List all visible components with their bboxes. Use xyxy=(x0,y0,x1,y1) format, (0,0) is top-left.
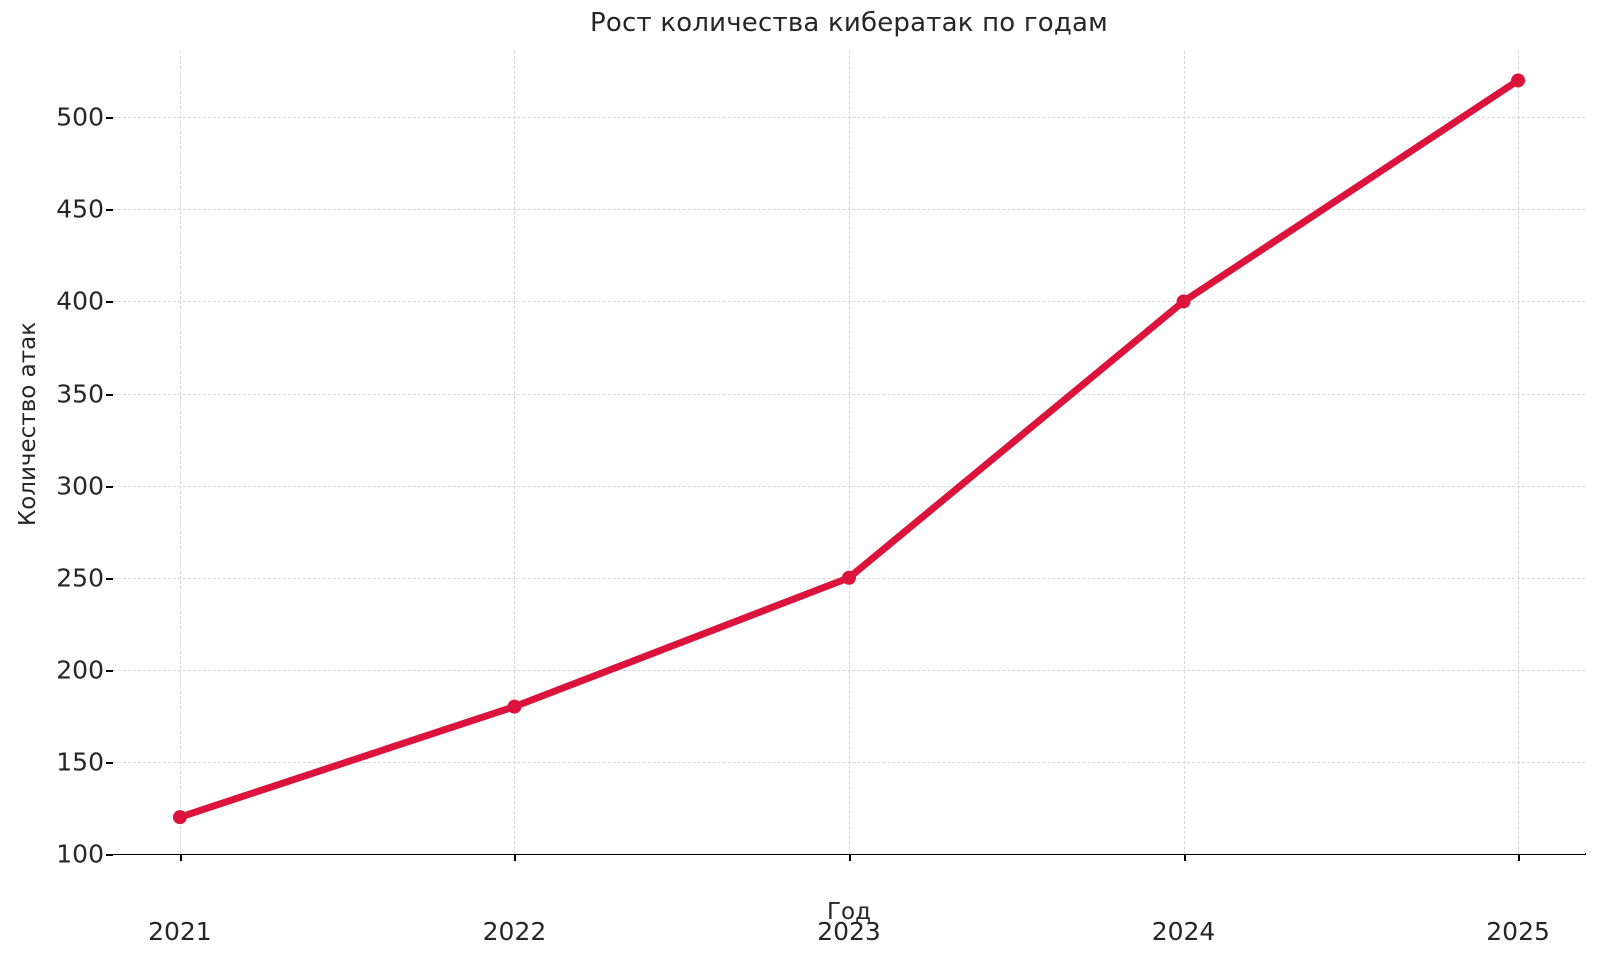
y-tick-mark xyxy=(106,577,113,580)
y-tick-mark xyxy=(106,209,113,212)
x-tick-label: 2024 xyxy=(1151,917,1216,946)
gridline-vertical xyxy=(179,51,181,854)
y-tick-label: 250 xyxy=(56,563,104,593)
y-tick-label: 150 xyxy=(56,747,104,777)
plot-area: 2021 2022 2023 2024 2025 xyxy=(106,51,1585,946)
y-tick-mark xyxy=(106,485,113,488)
gridline-vertical xyxy=(514,51,516,854)
y-tick-mark xyxy=(106,393,113,396)
data-series-line xyxy=(172,73,1526,825)
y-tick-mark xyxy=(106,301,113,304)
gridline-vertical xyxy=(849,51,850,854)
x-tick-mark xyxy=(179,854,182,861)
y-tick-label: 200 xyxy=(56,655,104,685)
x-tick-label: 2023 xyxy=(817,917,881,946)
data-point-marker xyxy=(1176,294,1191,309)
y-axis-tick-labels: 100 150 200 250 300 350 400 450 500 xyxy=(0,51,104,869)
y-tick-mark xyxy=(106,761,113,764)
x-tick-mark xyxy=(514,854,517,861)
x-tick-label: 2021 xyxy=(148,917,212,946)
y-tick-label: 100 xyxy=(56,839,104,869)
x-tick-label: 2022 xyxy=(482,917,547,946)
y-tick-label: 300 xyxy=(56,471,104,501)
x-tick-label: 2025 xyxy=(1486,917,1550,946)
data-point-marker xyxy=(1511,73,1526,88)
y-axis-label: Количество атак xyxy=(15,321,41,527)
y-tick-mark xyxy=(106,854,113,856)
y-tick-label: 350 xyxy=(56,379,104,409)
y-tick-mark xyxy=(106,117,113,120)
x-tick-mark xyxy=(849,854,851,861)
x-tick-mark xyxy=(1183,854,1186,861)
data-point-marker xyxy=(172,810,187,825)
x-axis-label: Год xyxy=(826,899,871,925)
gridline-vertical xyxy=(1518,51,1520,854)
data-point-marker xyxy=(507,699,522,714)
x-tick-mark xyxy=(1518,854,1521,861)
y-tick-label: 400 xyxy=(56,286,104,316)
data-point-marker xyxy=(842,570,856,585)
y-tick-label: 500 xyxy=(56,102,104,132)
gridline-vertical xyxy=(1183,51,1185,854)
y-tick-label: 450 xyxy=(56,194,104,224)
y-tick-mark xyxy=(106,669,113,672)
chart-title: Рост количества кибератак по годам xyxy=(590,8,1108,38)
